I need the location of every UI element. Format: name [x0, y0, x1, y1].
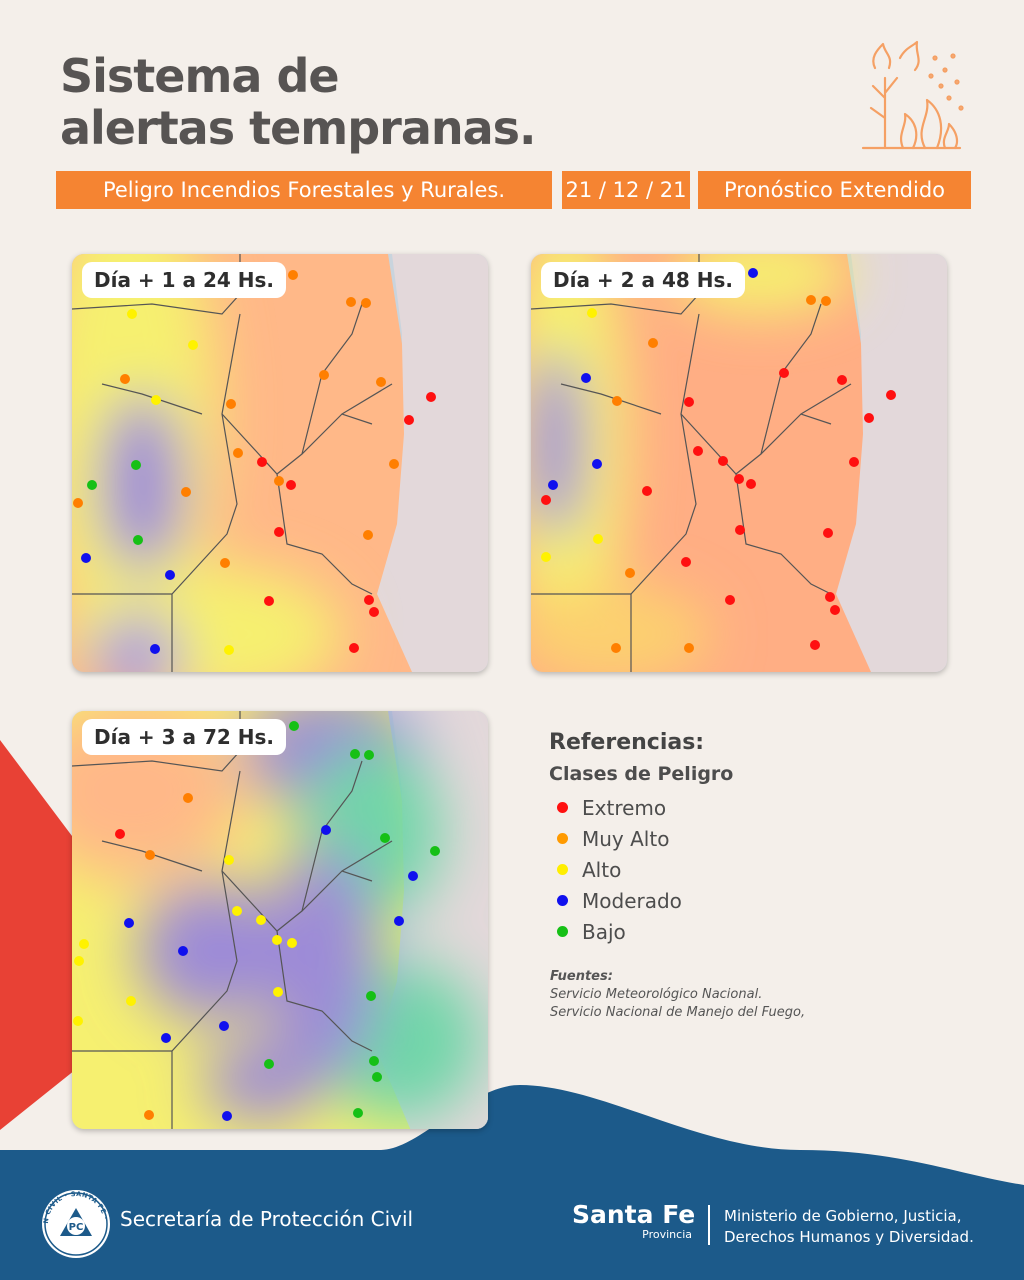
map-day-2-label: Día + 2 a 48 Hs. [541, 262, 746, 298]
map-day-1-label: Día + 1 a 24 Hs. [82, 262, 287, 298]
legend-subtitle: Clases de Peligro [549, 763, 734, 785]
tag-pronostico: Pronóstico Extendido [698, 171, 971, 209]
map-day-1: Día + 1 a 24 Hs. [72, 254, 488, 672]
legend-label: Alto [582, 857, 622, 882]
source-line-1: Servicio Meteorológico Nacional. [550, 987, 763, 1002]
sources-title: Fuentes: [550, 969, 613, 984]
legend-dot-muy-alto [557, 833, 568, 844]
legend-label: Moderado [582, 888, 682, 913]
title-line-1: Sistema de [60, 49, 340, 103]
proteccion-civil-logo: PROTECCIÓN CIVIL · SANTA FE · ARGENTINA … [40, 1188, 110, 1258]
ministerio-name: Ministerio de Gobierno, Justicia, Derech… [724, 1206, 974, 1248]
secretaria-name: Secretaría de Protección Civil [120, 1207, 414, 1231]
title-line-2: alertas tempranas. [60, 101, 537, 155]
station-points [73, 721, 440, 1121]
legend-dot-moderado [557, 895, 568, 906]
santa-fe-brand: Santa Fe Provincia [572, 1200, 696, 1241]
legend-label: Bajo [582, 919, 626, 944]
page-title: Sistema de alertas tempranas. [60, 49, 537, 155]
legend-list: Extremo Muy Alto Alto Moderado Bajo [557, 792, 682, 947]
station-points [73, 270, 436, 655]
logo-initials: PC [69, 1222, 84, 1233]
source-line-2: Servicio Nacional de Manejo del Fuego, [550, 1005, 806, 1020]
sources: Fuentes: Servicio Meteorológico Nacional… [550, 968, 805, 1022]
heat-field [531, 254, 871, 672]
legend-item-extremo: Extremo [557, 792, 682, 823]
footer-divider [708, 1205, 710, 1245]
map-day-2-graphic [531, 254, 947, 672]
legend-dot-bajo [557, 926, 568, 937]
tag-date: 21 / 12 / 21 [562, 171, 690, 209]
map-day-1-graphic [72, 254, 488, 672]
legend-item-alto: Alto [557, 854, 682, 885]
legend-label: Extremo [582, 795, 667, 820]
tag-peligro: Peligro Incendios Forestales y Rurales. [56, 171, 552, 209]
legend-dot-extremo [557, 802, 568, 813]
legend-item-muy-alto: Muy Alto [557, 823, 682, 854]
legend-item-moderado: Moderado [557, 885, 682, 916]
santa-fe-name: Santa Fe [572, 1200, 696, 1229]
station-points [541, 268, 896, 653]
santa-fe-sub: Provincia [642, 1228, 692, 1241]
legend-title: Referencias: [549, 730, 705, 755]
map-day-3-label: Día + 3 a 72 Hs. [82, 719, 287, 755]
forest-fire-icon [861, 40, 964, 150]
legend-label: Muy Alto [582, 826, 670, 851]
map-day-3: Día + 3 a 72 Hs. [72, 711, 488, 1129]
ministerio-line-1: Ministerio de Gobierno, Justicia, [724, 1207, 962, 1225]
legend-item-bajo: Bajo [557, 916, 682, 947]
heat-field [72, 254, 412, 672]
map-day-2: Día + 2 a 48 Hs. [531, 254, 947, 672]
map-day-3-graphic [72, 711, 488, 1129]
legend-dot-alto [557, 864, 568, 875]
ministerio-line-2: Derechos Humanos y Diversidad. [724, 1228, 974, 1246]
